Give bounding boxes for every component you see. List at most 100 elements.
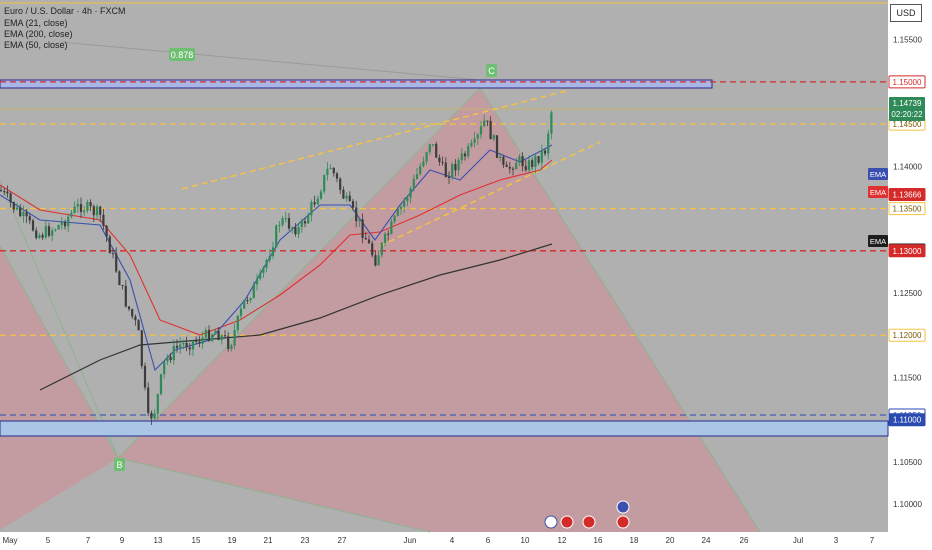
candle-body — [47, 226, 51, 236]
candle-body — [115, 253, 118, 272]
candle-body — [195, 340, 198, 342]
candle-body — [303, 221, 307, 224]
ema-badge[interactable] — [868, 185, 888, 198]
time-tick-label: 12 — [558, 536, 567, 545]
candle-body — [54, 229, 57, 231]
candle-body — [454, 164, 457, 171]
price-axis[interactable]: 1.15500 1.15000 1.14500 1.14000 1.13500 1.130… — [868, 36, 926, 509]
candle-body — [425, 152, 428, 162]
candle-body — [207, 329, 211, 341]
level-badge[interactable] — [888, 202, 926, 216]
candle-body — [252, 284, 255, 299]
level-badge-text: 1.13666 — [893, 191, 922, 200]
time-tick-label: May — [2, 536, 17, 545]
candle-body — [435, 143, 438, 158]
candle-body — [316, 198, 319, 205]
current-price-badge[interactable] — [889, 96, 925, 121]
candle-body — [483, 120, 486, 127]
candle-body — [412, 178, 415, 189]
current-price-text: 1.14739 — [893, 99, 922, 108]
ema50-line — [0, 159, 553, 336]
candle-body — [281, 218, 284, 225]
candle-body — [313, 202, 316, 205]
candle-body — [31, 220, 35, 231]
candle-body — [326, 168, 329, 175]
candle-body — [92, 206, 95, 216]
candle-body — [329, 167, 332, 169]
candle-body — [108, 236, 111, 254]
ema200-line — [39, 243, 553, 391]
us-flag-event-icon-2[interactable] — [582, 515, 596, 529]
time-tick-label: 7 — [870, 536, 875, 545]
price-axis-panel — [888, 0, 932, 550]
level-badge[interactable] — [888, 413, 926, 427]
time-tick-label: Jun — [404, 536, 417, 545]
candle-body — [12, 202, 15, 210]
candle-body — [294, 227, 297, 235]
candle-body — [345, 195, 348, 199]
globe-event-icon[interactable] — [616, 500, 630, 514]
lightning-event-icon[interactable] — [544, 515, 558, 529]
candle-body — [428, 144, 431, 153]
candle-body — [105, 225, 108, 237]
ema21-line — [0, 144, 553, 372]
level-badge[interactable] — [888, 328, 926, 342]
resistance-zone-box — [0, 79, 713, 89]
ema200-legend[interactable]: EMA (200, close) — [4, 29, 73, 39]
candle-body — [76, 203, 79, 207]
level-badge[interactable] — [888, 75, 926, 89]
price-tick-label: 1.10500 — [893, 458, 922, 467]
candle-body — [284, 218, 287, 220]
us-flag-event-icon-3[interactable] — [616, 515, 630, 529]
ema-badge[interactable] — [868, 167, 888, 180]
level-badge[interactable] — [888, 244, 926, 258]
candle-body — [540, 150, 543, 163]
us-flag-event-icon[interactable] — [560, 515, 574, 529]
candle-body — [86, 202, 89, 211]
candle-body — [441, 161, 444, 163]
candle-body — [550, 112, 553, 134]
candle-body — [431, 143, 435, 145]
candle-body — [499, 156, 502, 158]
candle-body — [95, 206, 99, 216]
candle-body — [67, 216, 70, 227]
candle-body — [265, 260, 268, 268]
candle-body — [118, 271, 121, 286]
ema21-legend[interactable]: EMA (21, close) — [4, 18, 68, 28]
ema50-legend[interactable]: EMA (50, close) — [4, 40, 68, 50]
candle-body — [163, 361, 166, 375]
candle-body — [415, 174, 419, 179]
level-badge[interactable] — [888, 188, 926, 202]
time-tick-label: 6 — [486, 536, 491, 545]
candle-body — [383, 233, 387, 243]
candle-body — [275, 225, 278, 248]
candle-body — [38, 235, 41, 238]
candle-body — [127, 306, 131, 310]
level-badge-text: 1.13500 — [893, 205, 922, 214]
candle-body — [19, 207, 22, 217]
candle-body — [51, 230, 54, 236]
candle-body — [300, 221, 303, 227]
time-axis[interactable]: May 5 7 9 13 15 19 21 23 27 Jun 4 6 10 12 16 18 20 24 26 Jul… — [2, 536, 874, 545]
candle-body — [246, 300, 249, 302]
candle-body — [3, 191, 6, 193]
candle-body — [457, 160, 460, 171]
candle-body — [175, 345, 179, 348]
ema-badge[interactable] — [868, 234, 888, 247]
candle-body — [198, 341, 201, 344]
candle-body — [287, 218, 291, 229]
candle-body — [143, 365, 147, 388]
ema-badge-text: EMA — [870, 188, 886, 197]
candle-body — [121, 285, 124, 287]
candle-body — [156, 394, 159, 414]
candle-body — [486, 120, 489, 122]
symbol-title: Euro / U.S. Dollar · 4h · FXCM — [4, 6, 126, 16]
currency-button[interactable]: USD — [890, 4, 922, 22]
time-tick-label: 26 — [740, 536, 749, 545]
candle-body — [35, 230, 38, 238]
economic-events[interactable] — [544, 500, 630, 529]
ratio-label-text: 0.878 — [171, 50, 194, 60]
harmonic-pattern-lines — [0, 87, 761, 533]
candle-body — [502, 156, 505, 165]
